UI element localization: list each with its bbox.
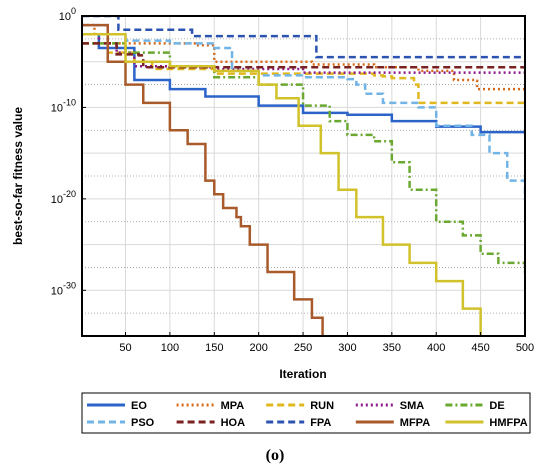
legend-box — [81, 392, 531, 434]
series-line-eo — [82, 33, 525, 134]
x-axis-ticks: 50 100 150 200 250 300 350 400 450 500 — [119, 332, 534, 354]
legend: EO MPA RUN SMA DE PSO HOA FPA MFPA HMFPA — [87, 400, 528, 429]
y-tick-label: 10-30 — [51, 280, 76, 297]
legend-label-pso: PSO — [131, 417, 155, 429]
x-tick-label: 200 — [249, 342, 267, 354]
legend-label-sma: SMA — [400, 400, 425, 412]
x-tick-label: 350 — [383, 342, 401, 354]
y-tick-label: 10-10 — [51, 97, 76, 114]
y-axis-ticks: 100 10-10 10-20 10-30 — [51, 6, 86, 297]
y-tick-label: 10-20 — [51, 189, 76, 206]
series-line-hoa — [82, 42, 525, 70]
series-line-mfpa — [82, 23, 324, 336]
legend-label-hoa: HOA — [221, 417, 246, 429]
series-line-de — [82, 42, 525, 274]
legend-label-mfpa: MFPA — [400, 417, 430, 429]
x-tick-label: 400 — [427, 342, 445, 354]
x-tick-label: 50 — [119, 342, 131, 354]
x-tick-label: 500 — [516, 342, 534, 354]
legend-label-hmfpa: HMFPA — [489, 417, 527, 429]
x-tick-label: 450 — [471, 342, 489, 354]
legend-label-de: DE — [489, 400, 504, 412]
series-line-fpa — [82, 16, 525, 59]
panel-label: (o) — [266, 447, 285, 464]
series-line-sma — [82, 33, 525, 74]
legend-label-fpa: FPA — [310, 417, 331, 429]
x-tick-label: 300 — [338, 342, 356, 354]
y-tick-label: 100 — [59, 6, 76, 23]
series-layer — [82, 16, 525, 336]
y-axis-label: best-so-far fitness value — [11, 107, 25, 245]
legend-label-mpa: MPA — [221, 400, 245, 412]
series-line-pso — [82, 23, 525, 201]
x-tick-label: 150 — [205, 342, 223, 354]
x-tick-label: 100 — [161, 342, 179, 354]
x-axis-label: Iteration — [279, 367, 326, 381]
legend-label-eo: EO — [131, 400, 147, 412]
legend-label-run: RUN — [310, 400, 334, 412]
series-line-hmfpa — [82, 33, 482, 336]
x-tick-label: 250 — [294, 342, 312, 354]
